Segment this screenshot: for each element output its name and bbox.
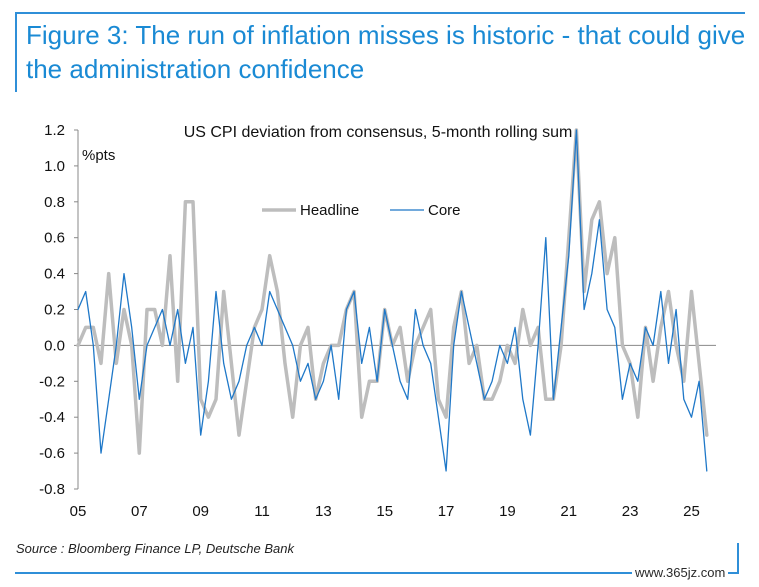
series-line-core (77, 129, 708, 472)
y-tick-label: 0.2 (44, 302, 65, 319)
legend-label-core: Core (428, 202, 461, 219)
y-tick-label: 0.6 (44, 230, 65, 247)
right-accent-tick (737, 543, 739, 573)
y-tick-label: 1.2 (44, 122, 65, 139)
y-tick-label: 0.8 (44, 194, 65, 211)
x-tick-label: 17 (438, 503, 455, 520)
legend: Headline Core (262, 202, 461, 219)
left-accent-rule (15, 12, 17, 92)
x-tick-label: 11 (254, 503, 270, 520)
series-line-headline (76, 128, 709, 455)
y-axis-unit-label: %pts (82, 147, 115, 164)
top-rule (15, 12, 745, 14)
legend-label-headline: Headline (300, 202, 359, 219)
chart-title: US CPI deviation from consensus, 5-month… (184, 124, 573, 141)
y-tick-label: 0.0 (44, 337, 65, 354)
y-tick-label: -0.6 (39, 445, 65, 462)
y-tick-label: 1.0 (44, 158, 65, 175)
x-tick-label: 15 (376, 503, 393, 520)
x-tick-label: 21 (560, 503, 577, 520)
x-tick-label: 05 (70, 503, 87, 520)
x-tick-label: 23 (622, 503, 639, 520)
source-note: Source : Bloomberg Finance LP, Deutsche … (16, 541, 294, 556)
y-tick-label: -0.4 (39, 409, 65, 426)
bottom-rule (15, 572, 739, 574)
figure-title: Figure 3: The run of inflation misses is… (26, 20, 746, 84)
y-tick-label: 0.4 (44, 266, 65, 283)
x-tick-label: 19 (499, 503, 516, 520)
x-tick-label: 09 (192, 503, 209, 520)
x-tick-label: 13 (315, 503, 332, 520)
x-tick-label: 07 (131, 503, 148, 520)
watermark: www.365jz.com (632, 564, 729, 581)
y-tick-label: -0.8 (39, 481, 65, 498)
x-tick-label: 25 (683, 503, 700, 520)
y-tick-label: -0.2 (39, 373, 65, 390)
